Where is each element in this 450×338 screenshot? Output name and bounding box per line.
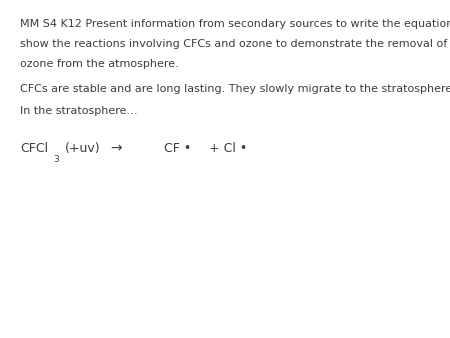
Text: + Cl •: + Cl • [209,142,248,155]
Text: CFCl: CFCl [20,142,49,155]
Text: MM S4 K12 Present information from secondary sources to write the equations to: MM S4 K12 Present information from secon… [20,19,450,29]
Text: 3: 3 [53,155,59,164]
Text: (+uv): (+uv) [65,142,101,155]
Text: CFCs are stable and are long lasting. They slowly migrate to the stratosphere.: CFCs are stable and are long lasting. Th… [20,84,450,95]
Text: CF •: CF • [164,142,192,155]
Text: →: → [110,141,122,155]
Text: In the stratosphere…: In the stratosphere… [20,106,138,117]
Text: show the reactions involving CFCs and ozone to demonstrate the removal of: show the reactions involving CFCs and oz… [20,39,447,49]
Text: ozone from the atmosphere.: ozone from the atmosphere. [20,59,179,69]
